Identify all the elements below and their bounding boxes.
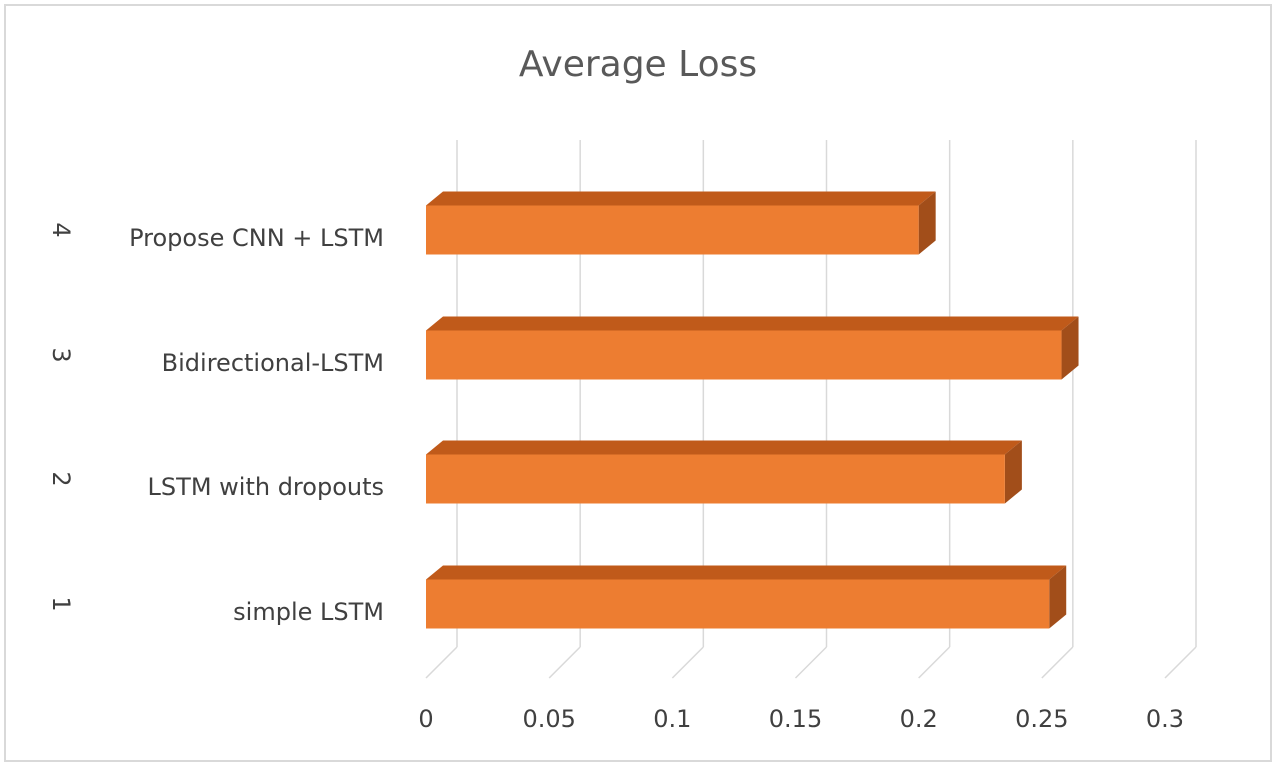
gridline-floor-2 xyxy=(671,646,704,679)
bar-top-face xyxy=(426,316,1079,331)
bar-front-face xyxy=(426,579,1050,629)
bar-3 xyxy=(426,316,1079,380)
bar-top-face xyxy=(426,440,1022,455)
category-index: 3 xyxy=(47,347,75,362)
x-tick-label: 0.05 xyxy=(522,705,575,733)
category-label: simple LSTM xyxy=(233,598,384,626)
bar-side-face xyxy=(1049,565,1067,629)
chart-title: Average Loss xyxy=(519,44,757,85)
bars xyxy=(426,191,1079,629)
gridline-floor-1 xyxy=(548,646,581,679)
category-label: Propose CNN + LSTM xyxy=(129,224,384,252)
bar-side-face xyxy=(918,191,936,255)
category-labels: 1 simple LSTM 2 LSTM with dropouts 3 Bidirect… xyxy=(47,222,384,626)
gridline-floor-6 xyxy=(1164,646,1197,679)
x-tick-label: 0.3 xyxy=(1146,705,1184,733)
gridline-floor-5 xyxy=(1041,646,1074,679)
x-tick-label: 0.1 xyxy=(653,705,691,733)
bar-front-face xyxy=(426,330,1062,380)
bar-top-face xyxy=(426,565,1067,580)
category-label: Bidirectional-LSTM xyxy=(162,349,384,377)
bar-1 xyxy=(426,565,1067,629)
chart-frame xyxy=(4,4,1272,762)
bar-front-face xyxy=(426,205,919,255)
gridline-floor-3 xyxy=(794,646,828,679)
x-tick-label: 0.25 xyxy=(1015,705,1068,733)
x-tick-label: 0 xyxy=(418,705,433,733)
bar-front-face xyxy=(426,454,1005,504)
bar-side-face xyxy=(1061,316,1079,380)
bar-top-face xyxy=(426,191,936,206)
bar-4 xyxy=(426,191,936,255)
x-tick-label: 0.15 xyxy=(769,705,822,733)
category-index: 2 xyxy=(47,471,75,486)
x-axis-ticks: 0 0.05 0.1 0.15 0.2 0.25 0.3 xyxy=(418,705,1184,733)
category-index: 1 xyxy=(47,596,75,611)
x-tick-label: 0.2 xyxy=(900,705,938,733)
gridline-floor-4 xyxy=(918,646,951,679)
bar-side-face xyxy=(1004,440,1022,504)
category-index: 4 xyxy=(47,222,75,237)
gridline-floor-0 xyxy=(425,646,458,679)
bar-2 xyxy=(426,440,1022,504)
category-label: LSTM with dropouts xyxy=(148,473,384,501)
